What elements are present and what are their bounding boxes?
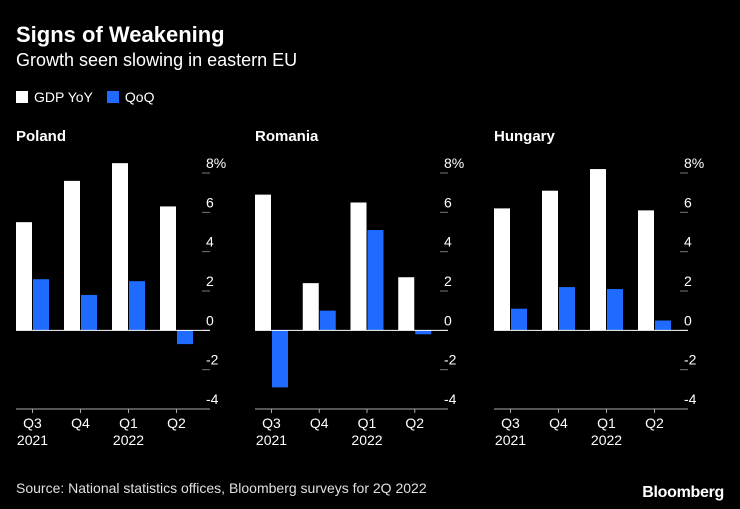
bar-poland-gdp-yoy-q1 <box>112 163 128 331</box>
bar-romania-qoq-q4 <box>319 310 336 331</box>
bar-hungary-qoq-q4 <box>559 287 575 331</box>
y-tick-label-hungary-3: 2 <box>684 273 692 289</box>
bar-romania-qoq-q1 <box>367 230 384 331</box>
y-tick-label-hungary-4: 0 <box>684 312 692 328</box>
legend-swatch-qoq <box>106 91 119 103</box>
bar-romania-gdp-yoy-q3 <box>255 194 271 331</box>
bar-poland-qoq-q4 <box>81 294 97 331</box>
x-tick-label-poland-q4: Q4 <box>71 415 90 431</box>
x-tick-label-poland-q1: Q1 <box>119 415 138 431</box>
y-tick-label-romania-6: -4 <box>444 391 457 407</box>
y-tick-label-poland-6: -4 <box>206 391 219 407</box>
y-tick-label-hungary-6: -4 <box>684 391 697 407</box>
bar-romania-gdp-yoy-q2 <box>398 277 415 331</box>
chart-title: Signs of Weakening <box>16 22 225 47</box>
y-tick-label-hungary-2: 4 <box>684 234 692 250</box>
y-tick-label-poland-1: 6 <box>206 194 214 210</box>
x-tick-label-romania-q3: Q3 <box>262 415 281 431</box>
bar-hungary-qoq-q1 <box>607 289 623 331</box>
y-tick-label-poland-2: 4 <box>206 234 214 250</box>
bar-poland-qoq-q3 <box>33 279 49 331</box>
x-year-label-romania-2: 2022 <box>351 432 382 448</box>
y-tick-label-romania-2: 4 <box>444 234 452 250</box>
bar-hungary-gdp-yoy-q4 <box>542 190 558 331</box>
y-tick-label-hungary-5: -2 <box>684 352 697 368</box>
y-tick-label-romania-0: 8% <box>444 155 464 171</box>
panel-title-romania: Romania <box>255 128 319 145</box>
bar-hungary-gdp-yoy-q2 <box>638 210 654 331</box>
y-tick-label-romania-3: 2 <box>444 273 452 289</box>
bar-poland-gdp-yoy-q3 <box>16 222 32 331</box>
x-year-label-poland-0: 2021 <box>17 432 48 448</box>
bar-hungary-qoq-q2 <box>655 320 671 331</box>
x-tick-label-hungary-q4: Q4 <box>549 415 568 431</box>
legend-swatch-gdp-yoy <box>16 91 28 103</box>
bar-romania-gdp-yoy-q1 <box>350 202 367 331</box>
y-tick-label-romania-1: 6 <box>444 194 452 210</box>
bloomberg-logo: Bloomberg <box>642 484 724 501</box>
legend-item-gdp-yoy: GDP YoY <box>16 89 93 105</box>
y-tick-label-hungary-0: 8% <box>684 155 704 171</box>
x-tick-label-romania-q1: Q1 <box>358 415 377 431</box>
x-year-label-poland-2: 2022 <box>113 432 144 448</box>
x-tick-label-poland-q3: Q3 <box>23 415 42 431</box>
x-tick-label-hungary-q2: Q2 <box>645 415 664 431</box>
y-tick-label-romania-5: -2 <box>444 352 457 368</box>
chart-subtitle: Growth seen slowing in eastern EU <box>16 50 298 70</box>
panel-title-hungary: Hungary <box>494 128 556 145</box>
legend-label-gdp-yoy: GDP YoY <box>34 89 93 105</box>
x-tick-label-romania-q4: Q4 <box>310 415 329 431</box>
bar-poland-qoq-q2 <box>177 330 193 345</box>
bar-hungary-gdp-yoy-q3 <box>494 208 510 331</box>
y-tick-label-romania-4: 0 <box>444 312 452 328</box>
legend: GDP YoY QoQ <box>16 89 168 105</box>
bar-poland-gdp-yoy-q4 <box>64 180 80 331</box>
bar-hungary-gdp-yoy-q1 <box>590 169 606 331</box>
x-year-label-hungary-0: 2021 <box>495 432 526 448</box>
bar-romania-gdp-yoy-q4 <box>302 283 319 331</box>
bar-poland-qoq-q1 <box>129 281 145 331</box>
x-tick-label-hungary-q3: Q3 <box>501 415 520 431</box>
x-tick-label-hungary-q1: Q1 <box>597 415 616 431</box>
bar-romania-qoq-q3 <box>272 330 288 388</box>
bar-romania-qoq-q2 <box>415 330 432 335</box>
bar-hungary-qoq-q3 <box>511 308 527 331</box>
y-tick-label-poland-0: 8% <box>206 155 226 171</box>
y-tick-label-hungary-1: 6 <box>684 194 692 210</box>
legend-label-qoq: QoQ <box>124 89 155 105</box>
y-tick-label-poland-5: -2 <box>206 352 219 368</box>
x-year-label-hungary-2: 2022 <box>591 432 622 448</box>
x-tick-label-poland-q2: Q2 <box>167 415 186 431</box>
bar-poland-gdp-yoy-q2 <box>160 206 176 331</box>
panel-title-poland: Poland <box>16 128 66 145</box>
source-note: Source: National statistics offices, Blo… <box>16 480 427 496</box>
x-year-label-romania-0: 2021 <box>256 432 287 448</box>
y-tick-label-poland-4: 0 <box>206 312 214 328</box>
legend-item-qoq: QoQ <box>106 89 155 105</box>
x-tick-label-romania-q2: Q2 <box>405 415 424 431</box>
y-tick-label-poland-3: 2 <box>206 273 214 289</box>
